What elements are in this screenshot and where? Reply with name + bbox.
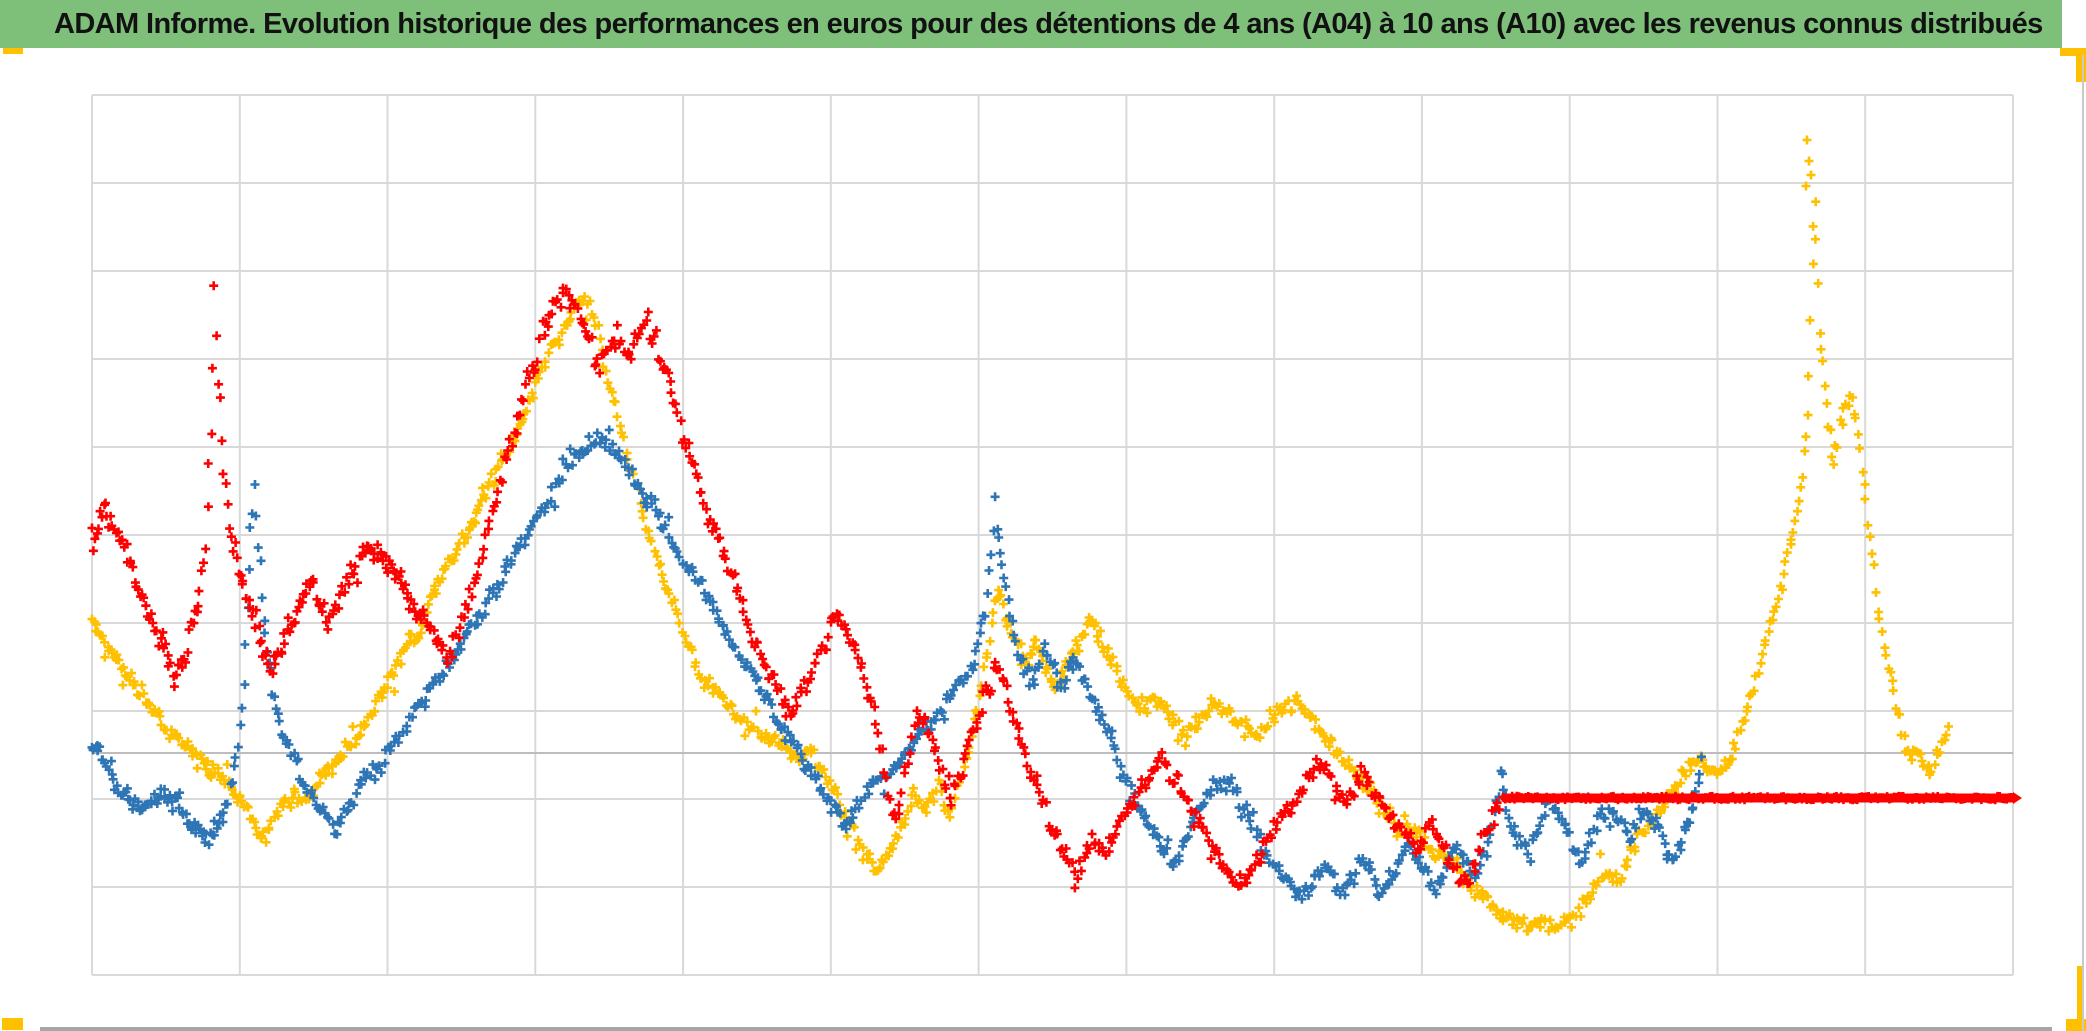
series-gold xyxy=(87,135,1954,936)
gridlines xyxy=(91,94,2014,976)
corner-mark-right-bar-icon xyxy=(2077,966,2084,1031)
title-bar: ADAM Informe. Evolution historique des p… xyxy=(0,0,2062,48)
corner-mark-top-left-icon xyxy=(3,48,23,54)
corner-mark-bottom-left-icon xyxy=(2,1018,23,1030)
chart-title: ADAM Informe. Evolution historique des p… xyxy=(54,7,2043,40)
bottom-border-strip xyxy=(40,1027,2052,1031)
corner-mark-top-right-vertical-icon xyxy=(2076,48,2086,82)
corner-mark-top-right-icon xyxy=(2060,48,2086,56)
performance-scatter-chart xyxy=(87,94,2022,976)
right-border-line xyxy=(2082,55,2084,1031)
series-red xyxy=(87,281,1504,893)
red-flat-line xyxy=(1498,791,2022,805)
chart-area xyxy=(0,48,2086,1031)
corner-mark-bottom-right-icon xyxy=(2066,1019,2086,1031)
